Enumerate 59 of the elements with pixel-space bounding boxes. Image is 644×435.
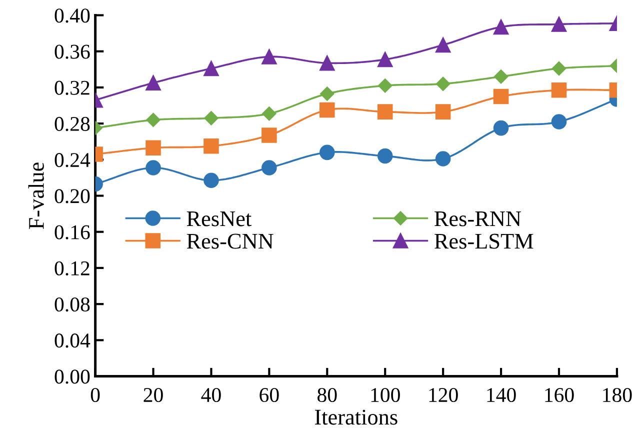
x-tick-label: 180	[603, 388, 632, 402]
x-tick-label: 100	[371, 388, 400, 402]
point	[494, 70, 508, 84]
y-tick-label: 0.28	[54, 116, 90, 132]
point	[377, 104, 393, 120]
point	[493, 19, 509, 35]
y-tick-label: 0.24	[54, 153, 90, 168]
y-tick-label: 0.00	[54, 370, 90, 384]
x-tick-label: 120	[429, 388, 458, 402]
y-tick-label: 0.04	[54, 334, 90, 348]
legend-label: Res-RNN	[434, 211, 522, 226]
point	[435, 37, 451, 53]
point	[204, 138, 219, 154]
point	[146, 140, 161, 156]
y-tick-label: 0.36	[54, 44, 90, 59]
point	[146, 160, 161, 176]
point	[552, 61, 566, 76]
y-axis-title: F-value	[28, 162, 44, 230]
point	[320, 144, 335, 160]
legend-label: Res-LSTM	[434, 234, 534, 249]
legend-label: ResNet	[186, 211, 252, 226]
point	[146, 112, 160, 128]
legend-label: Res-CNN	[186, 234, 274, 249]
y-tick-label: 0.32	[54, 80, 90, 95]
y-tick-label: 0.20	[54, 189, 90, 204]
y-tick-label: 0.16	[54, 225, 90, 240]
y-tick-label: 0.08	[54, 297, 90, 312]
x-axis-title: Iterations	[314, 410, 398, 425]
point	[436, 76, 450, 91]
x-tick-label: 80	[318, 388, 337, 402]
y-tick-label: 0.12	[54, 261, 90, 276]
point	[551, 82, 567, 98]
point	[204, 111, 218, 126]
point	[493, 88, 509, 104]
point	[320, 102, 335, 118]
x-tick-label: 160	[545, 388, 574, 402]
point	[262, 49, 277, 64]
x-tick-label: 60	[260, 388, 279, 402]
x-tick-label: 20	[144, 388, 163, 402]
point	[262, 160, 277, 176]
point	[320, 55, 335, 71]
point	[551, 114, 567, 130]
y-tick-label: 0.40	[54, 8, 90, 23]
point	[551, 16, 567, 32]
x-tick-label: 140	[487, 388, 516, 402]
point	[377, 148, 393, 164]
point	[204, 172, 219, 188]
point	[204, 60, 219, 76]
point	[262, 106, 276, 121]
point	[377, 52, 393, 68]
point	[378, 78, 392, 93]
x-tick-label: 40	[201, 388, 221, 402]
point	[146, 75, 161, 91]
point	[435, 151, 451, 166]
point	[320, 86, 334, 101]
point	[262, 128, 277, 143]
x-tick-label: 0	[90, 388, 100, 402]
point	[435, 104, 451, 120]
point	[493, 120, 509, 136]
